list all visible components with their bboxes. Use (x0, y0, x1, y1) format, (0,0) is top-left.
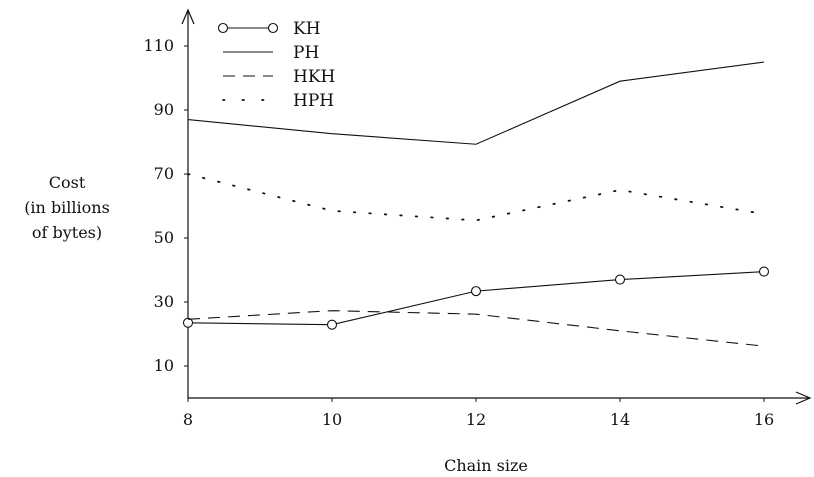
data-point-kh (326, 319, 338, 330)
y-tick-label: 30 (154, 292, 174, 311)
x-tick-label: 12 (466, 410, 486, 429)
x-tick-label: 14 (610, 410, 630, 429)
x-tick-label: 8 (183, 410, 193, 429)
series-line-hph (187, 173, 765, 222)
x-axis-arrow (795, 391, 812, 405)
y-axis-label-line-3: of bytes) (32, 223, 102, 242)
y-axis-label-line-1: Cost (49, 173, 86, 192)
data-point-kh (470, 286, 482, 297)
series-line-kh (187, 271, 765, 326)
series-layer (182, 61, 770, 347)
legend-marker-kh (267, 22, 279, 34)
y-axis-arrow (181, 8, 195, 25)
y-tick-label: 90 (154, 100, 174, 119)
x-tick-label: 16 (754, 410, 774, 429)
axes (181, 8, 812, 405)
series-line-hkh (187, 310, 765, 347)
ticks: 10 30 50 70 90 110 8 10 12 14 16 (143, 36, 774, 429)
series-line-ph (187, 61, 765, 145)
data-point-kh (614, 274, 626, 285)
data-point-kh (758, 266, 770, 277)
y-tick-label: 110 (143, 36, 174, 55)
legend-label-hkh: HKH (293, 67, 335, 87)
x-axis-label: Chain size (444, 456, 528, 475)
legend-label-kh: KH (293, 19, 321, 39)
legend: KH PH HKH HPH (217, 19, 335, 111)
legend-marker-kh (217, 22, 229, 34)
y-tick-label: 50 (154, 228, 174, 247)
data-point-kh (182, 317, 194, 328)
y-axis-label-line-2: (in billions (24, 198, 110, 217)
y-tick-label: 70 (154, 164, 174, 183)
legend-label-ph: PH (293, 43, 319, 63)
axis-labels: Chain size Cost (in billions of bytes) (24, 173, 528, 475)
y-tick-label: 10 (154, 356, 174, 375)
legend-label-hph: HPH (293, 91, 334, 111)
x-tick-label: 10 (322, 410, 342, 429)
